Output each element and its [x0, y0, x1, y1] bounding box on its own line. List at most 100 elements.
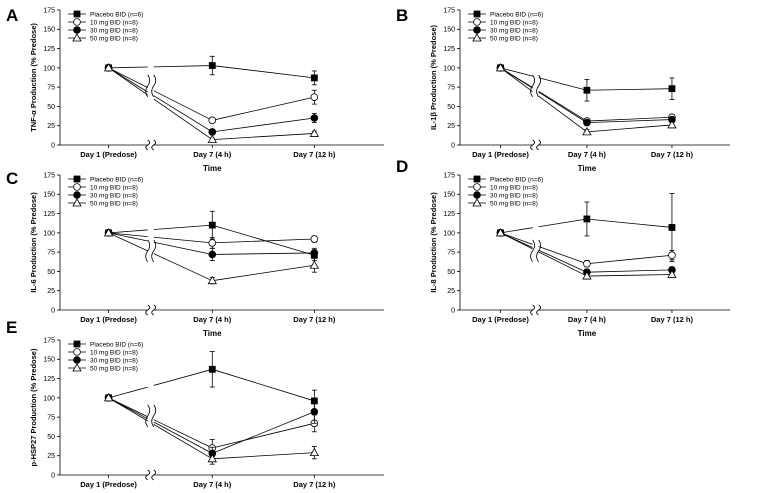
50mg-series-line [153, 424, 213, 460]
10mg-series-line [500, 232, 533, 245]
y-tick-label: 175 [43, 7, 55, 14]
10mg-marker [668, 251, 676, 260]
30mg-series-line [538, 91, 588, 123]
y-tick-label: 50 [447, 104, 455, 111]
panel-letter: C [6, 169, 18, 188]
axis-break-mark [530, 139, 535, 151]
legend-label-50mg: 50 mg BID (n=8) [90, 200, 138, 207]
axis-break-mark [530, 74, 535, 98]
y-tick-label: 0 [451, 142, 455, 149]
50mg-marker [103, 63, 114, 72]
panel-d: D 0 25 50 75 100 125 150 175 Day 1 (Predose) Day 7… [396, 157, 730, 338]
y-tick-label: 25 [447, 288, 455, 295]
y-tick-label: 150 [43, 27, 55, 34]
50mg-marker [309, 260, 320, 269]
y-tick-label: 75 [47, 85, 55, 92]
50mg-marker [667, 269, 677, 278]
y-axis-title: IL-1β Production (% Predose) [429, 25, 438, 131]
x-category-label: Day 7 (12 h) [651, 150, 694, 159]
30mg-series-line [153, 421, 213, 454]
y-tick-label: 175 [43, 172, 55, 179]
30mg-marker [583, 118, 591, 127]
50mg-series-line [500, 67, 533, 92]
50mg-series-line [586, 124, 672, 133]
axis-break-mark [151, 304, 157, 316]
50mg-series-line [212, 452, 315, 460]
placebo-series-line [153, 224, 213, 230]
placebo-marker [583, 86, 591, 94]
30mg-series-line [500, 67, 533, 89]
legend-50mg-marker [72, 363, 82, 372]
legend-label-50mg: 50 mg BID (n=8) [90, 365, 138, 372]
y-axis-title: TNF-α Production (% Predose) [29, 23, 38, 132]
y-tick-label: 100 [43, 230, 55, 237]
50mg-marker [207, 453, 217, 463]
legend-label-30mg: 30 mg BID (n=8) [90, 27, 138, 34]
y-tick-label: 100 [443, 230, 455, 237]
50mg-series-line [108, 232, 148, 252]
placebo-marker [583, 215, 591, 223]
legend-label-10mg: 10 mg BID (n=8) [490, 19, 538, 26]
10mg-series-line [586, 254, 672, 265]
50mg-series-line [153, 98, 213, 140]
y-tick-label: 175 [443, 172, 455, 179]
legend-label-placebo: Placebo BID (n=6) [90, 176, 143, 183]
y-tick-label: 100 [43, 395, 55, 402]
legend-50mg-marker [472, 33, 482, 42]
legend-label-placebo: Placebo BID (n=6) [490, 11, 543, 18]
30mg-series-line [108, 232, 148, 242]
50mg-marker [582, 127, 592, 136]
10mg-marker [208, 239, 217, 247]
y-tick-label: 125 [43, 376, 55, 383]
50mg-series-line [586, 274, 672, 277]
x-category-label: Day 1 (Predose) [80, 480, 137, 489]
30mg-series-line [212, 117, 315, 133]
50mg-marker [667, 120, 677, 129]
placebo-marker [208, 221, 216, 229]
legend-label-placebo: Placebo BID (n=6) [90, 341, 143, 348]
y-tick-label: 50 [447, 269, 455, 276]
axis-break-mark [151, 139, 157, 151]
10mg-series-line [153, 90, 213, 121]
y-tick-label: 150 [443, 192, 455, 199]
10mg-series-line [212, 96, 315, 121]
legend-placebo-marker [73, 175, 81, 183]
x-category-label: Day 7 (4 h) [193, 150, 231, 159]
legend-label-30mg: 30 mg BID (n=8) [90, 357, 138, 364]
10mg-series-line [212, 422, 315, 449]
y-tick-label: 0 [51, 142, 55, 149]
y-tick-label: 125 [43, 46, 55, 53]
placebo-marker [208, 365, 216, 373]
legend-placebo-marker [73, 340, 81, 348]
placebo-marker [668, 85, 676, 93]
placebo-marker [668, 224, 676, 231]
y-tick-label: 50 [47, 104, 55, 111]
legend-50mg-marker [72, 33, 82, 42]
panel-letter: A [6, 6, 18, 25]
30mg-marker [208, 128, 217, 136]
10mg-series-line [153, 236, 213, 244]
x-category-label: Day 7 (12 h) [293, 150, 336, 159]
x-category-label: Day 7 (4 h) [193, 480, 231, 489]
placebo-series-line [108, 66, 148, 69]
50mg-series-line [538, 95, 588, 133]
axis-break-mark [151, 74, 157, 98]
30mg-series-line [538, 249, 588, 273]
placebo-series-line [586, 88, 672, 91]
panel-c: C 0 25 50 75 100 125 150 175 Day 1 (Predose) Day 7… [6, 169, 384, 338]
legend-10mg-marker [73, 348, 81, 356]
legend-label-placebo: Placebo BID (n=6) [90, 11, 143, 18]
50mg-series-line [108, 67, 148, 96]
50mg-marker [103, 228, 114, 237]
y-tick-label: 125 [43, 211, 55, 218]
legend-label-30mg: 30 mg BID (n=8) [90, 192, 138, 199]
10mg-series-line [586, 116, 672, 122]
placebo-series-line [108, 229, 148, 234]
10mg-series-line [108, 67, 148, 89]
legend-10mg-marker [73, 18, 81, 26]
axis-break-mark [530, 239, 535, 263]
y-tick-label: 50 [47, 434, 55, 441]
placebo-series-line [212, 368, 315, 402]
10mg-marker [583, 259, 591, 268]
10mg-series-line [108, 232, 148, 238]
